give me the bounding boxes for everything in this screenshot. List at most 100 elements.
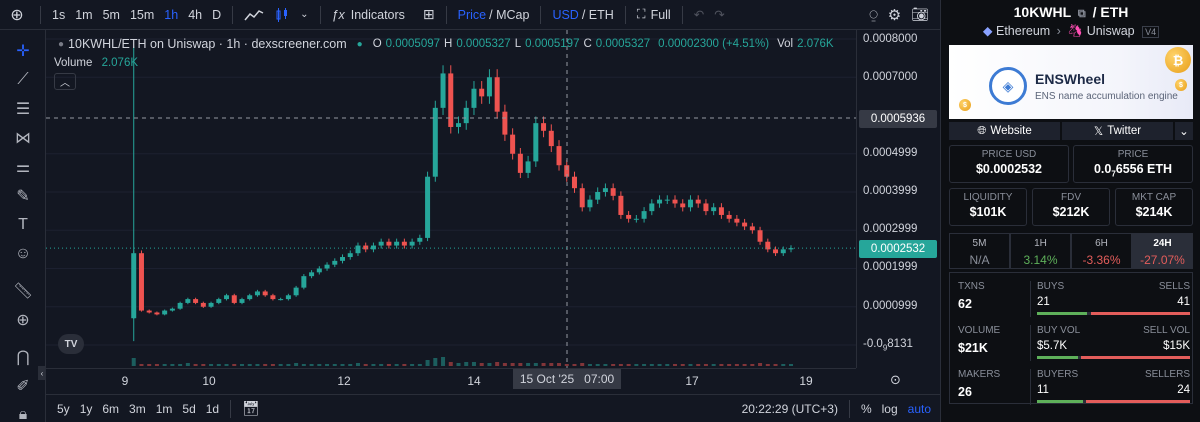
volume-bar (162, 364, 167, 366)
sell-fill (1081, 356, 1190, 359)
candles-icon[interactable] (269, 0, 295, 30)
zoom-in-icon[interactable]: ⊕ (16, 311, 30, 329)
candle-body (618, 195, 624, 215)
usd-eth-toggle[interactable]: USD / ETH (547, 0, 618, 30)
volume-bar (603, 364, 608, 366)
range-1m[interactable]: 1m (155, 401, 173, 416)
text-tool-icon[interactable]: T (18, 215, 28, 233)
version-badge: V4 (1142, 26, 1160, 38)
trend-line-icon[interactable]: ⟋ (17, 70, 29, 88)
tab-5m[interactable]: 5M N/A (949, 233, 1010, 269)
range-3m[interactable]: 3m (129, 401, 146, 416)
volume-bar (410, 364, 415, 366)
tab-24h[interactable]: 24H -27.07% (1132, 233, 1193, 269)
candle-body (401, 241, 407, 246)
range-1d[interactable]: 1d (205, 401, 220, 416)
collapse-legend-button[interactable]: ︿ (54, 73, 76, 90)
range-5d[interactable]: 5d (182, 401, 196, 416)
copy-icon[interactable]: ⧉ (1077, 8, 1086, 20)
price-option[interactable]: Price (457, 7, 487, 22)
candle-body (456, 123, 461, 127)
chart-type-line-icon[interactable] (239, 0, 269, 30)
sells-label: SELLS (1158, 281, 1190, 292)
tab-6h[interactable]: 6H -3.36% (1071, 233, 1132, 269)
tf-label: 6H (1095, 238, 1108, 249)
smiley-icon[interactable]: ☺ (14, 244, 32, 262)
chain-name[interactable]: Ethereum (995, 24, 1051, 38)
low-suffix: 8131 (887, 338, 913, 350)
redo-icon[interactable]: ↷ (714, 8, 725, 22)
undo-icon[interactable]: ↶ (693, 8, 705, 22)
plus-circle-icon[interactable]: ⊕ (10, 6, 24, 24)
candle-body (672, 199, 678, 204)
lock-drawing-icon[interactable]: ✐ (16, 377, 30, 395)
liquidity-label: LIQUIDITY (963, 192, 1013, 203)
quick-search-icon[interactable]: ⍜ (869, 6, 878, 22)
dex-name[interactable]: Uniswap (1086, 24, 1135, 38)
eth-option[interactable]: / ETH (581, 7, 614, 22)
candle-body (285, 295, 291, 300)
layout-grid-icon[interactable]: ⊞ (422, 6, 435, 22)
settings-circle-icon[interactable]: ⊙ (890, 372, 901, 387)
brush-icon[interactable]: ✎ (16, 187, 30, 205)
magnet-icon[interactable]: ⋂ (16, 348, 30, 366)
crosshair-icon[interactable]: ✛ (16, 42, 30, 60)
usd-option[interactable]: USD (552, 7, 579, 22)
pitchfork-icon[interactable]: ⋈ (15, 129, 31, 147)
indicators-button[interactable]: ƒx Indicators (327, 0, 410, 30)
price-label: PRICE (1117, 149, 1149, 160)
calendar-icon[interactable]: 📅︎ (242, 400, 260, 416)
mcap-option[interactable]: / MCap (489, 7, 530, 22)
tab-1h[interactable]: 1H 3.14% (1010, 233, 1071, 269)
volume-value: 2.076K (101, 57, 139, 69)
indicators-label: Indicators (350, 7, 405, 22)
interval-1m[interactable]: 1m (75, 7, 93, 22)
interval-5m[interactable]: 5m (102, 7, 120, 22)
chevron-down-icon[interactable]: ⌄ (1175, 122, 1193, 140)
lock-icon[interactable]: 🔒︎ (18, 405, 28, 422)
tf-value: N/A (969, 253, 990, 267)
collapse-toolbar-icon[interactable]: ‹ (38, 366, 46, 380)
range-6m[interactable]: 6m (102, 401, 120, 416)
range-1y[interactable]: 1y (79, 401, 93, 416)
camera-icon[interactable]: 📷︎ (911, 6, 929, 22)
time-tick: 14 (467, 374, 481, 388)
volume-bar (510, 363, 515, 366)
volume-bar (487, 363, 492, 366)
horizontal-lines-icon[interactable]: ☰ (15, 100, 31, 118)
price-mcap-toggle[interactable]: Price / MCap (453, 0, 535, 30)
fullscreen-button[interactable]: ⛶ Full (632, 0, 676, 30)
auto-toggle[interactable]: auto (907, 401, 931, 416)
chevron-down-icon[interactable]: ⌄ (300, 9, 309, 20)
interval-1s[interactable]: 1s (52, 7, 66, 22)
candle-body (239, 299, 245, 303)
tradingview-logo[interactable]: TV (58, 334, 84, 354)
percent-toggle[interactable]: % (860, 401, 872, 416)
c-value: 0.0005327 (595, 38, 651, 50)
chart-canvas[interactable] (46, 30, 856, 368)
volume-bar (348, 364, 353, 366)
interval-D[interactable]: D (212, 7, 222, 22)
volume-bar (441, 357, 446, 366)
clock-label[interactable]: 20:22:29 (UTC+3) (741, 401, 838, 416)
ruler-icon[interactable]: 📏︎ (12, 282, 34, 300)
fib-tool-icon[interactable]: ⚌ (15, 158, 31, 176)
volume-bar (154, 364, 159, 366)
time-tick: 12 (337, 374, 351, 388)
candle-body (432, 107, 438, 177)
interval-4h[interactable]: 4h (188, 7, 203, 22)
twitter-button[interactable]: 𝕏 Twitter (1062, 122, 1173, 140)
gear-icon[interactable]: ⚙ (887, 6, 902, 24)
candle-body (293, 287, 299, 296)
project-name: ENSWheel (1035, 71, 1106, 87)
candle-body (409, 241, 415, 246)
interval-15m[interactable]: 15m (129, 7, 155, 22)
log-toggle[interactable]: log (881, 401, 898, 416)
website-button[interactable]: 🌐︎ Website (949, 122, 1060, 140)
collapse-dot-icon[interactable]: ● (58, 38, 65, 50)
range-5y[interactable]: 5y (57, 401, 70, 416)
interval-1h[interactable]: 1h (164, 7, 179, 22)
candle-body (726, 214, 732, 219)
time-axis[interactable]: 9 10 12 14 17 19 (46, 368, 856, 392)
price-axis[interactable]: 0.0008000 0.0007000 0.0005936 0.0004999 … (856, 30, 940, 368)
